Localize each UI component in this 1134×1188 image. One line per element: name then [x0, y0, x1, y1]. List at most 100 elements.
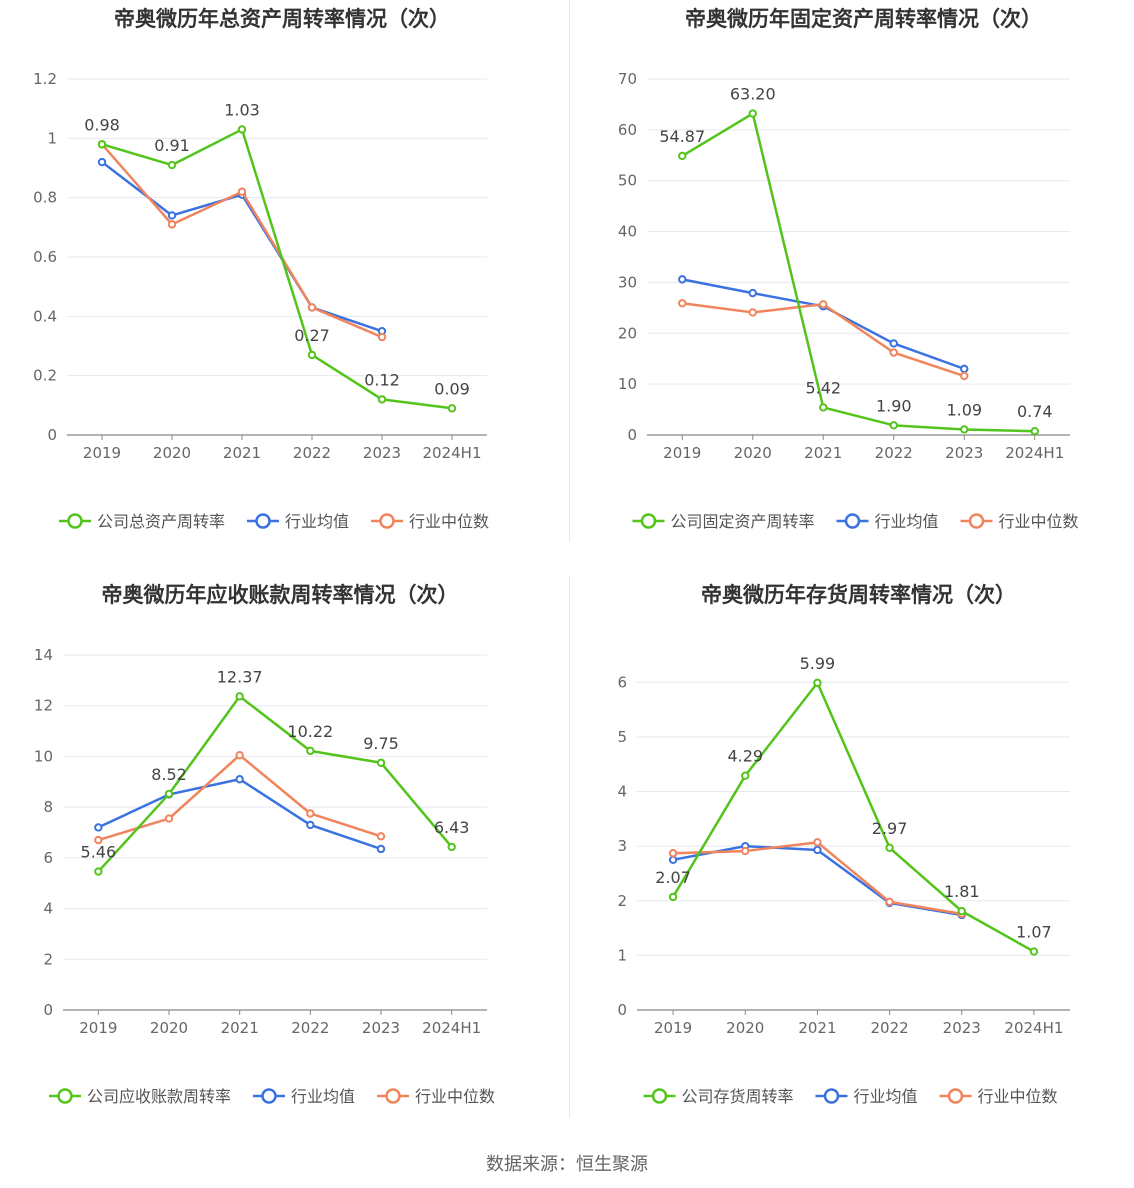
legend-marker-icon [57, 1088, 73, 1104]
x-tick-label: 2020 [150, 1019, 188, 1037]
data-label: 54.87 [659, 127, 705, 146]
x-tick-label: 2024H1 [423, 444, 482, 462]
legend-item-company: 公司总资产周转率 [59, 512, 225, 531]
legend-label: 公司存货周转率 [682, 1087, 794, 1106]
x-tick-label: 2023 [363, 444, 401, 462]
data-point-median [668, 849, 678, 858]
data-point-avg [167, 211, 177, 220]
data-label: 1.09 [946, 400, 982, 419]
data-point-company [376, 758, 386, 767]
y-tick-label: 50 [618, 172, 637, 190]
legend-label: 行业均值 [285, 512, 349, 531]
y-tick-label: 0.4 [33, 307, 57, 325]
legend-label: 行业均值 [875, 512, 939, 531]
legend-label: 行业中位数 [415, 1087, 495, 1106]
data-point-company [819, 403, 828, 412]
x-tick-label: 2024H1 [1005, 444, 1064, 462]
legend-item-median: 行业中位数 [371, 512, 489, 531]
data-point-median [164, 814, 174, 823]
series-line-company [97, 695, 453, 873]
x-tick-label: 2023 [943, 1019, 981, 1037]
data-point-median [94, 835, 103, 845]
data-point-avg [668, 855, 678, 865]
legend-item-company: 公司应收账款周转率 [49, 1087, 231, 1106]
data-source-note: 数据来源：恒生聚源 [486, 1154, 648, 1175]
data-point-median [960, 371, 969, 381]
legend-label: 行业均值 [291, 1087, 355, 1106]
y-tick-label: 8 [43, 798, 53, 816]
data-point-company [960, 425, 969, 434]
data-point-avg [678, 275, 687, 284]
y-tick-label: 2 [43, 950, 53, 968]
legend-label: 行业均值 [854, 1087, 918, 1106]
legend-marker-icon [261, 1088, 277, 1104]
data-point-median [889, 348, 898, 357]
y-tick-label: 6 [43, 849, 53, 867]
data-point-median [306, 809, 315, 818]
y-tick-label: 3 [617, 837, 627, 855]
data-label: 0.27 [294, 326, 330, 345]
data-label: 2.07 [655, 868, 691, 887]
legend-item-median: 行业中位数 [377, 1087, 495, 1106]
data-point-median [748, 308, 757, 317]
legend-marker-icon [844, 513, 861, 529]
data-label: 0.12 [364, 370, 400, 389]
x-tick-label: 2022 [870, 1019, 908, 1037]
data-point-median [376, 832, 386, 841]
x-tick-label: 2019 [663, 444, 701, 462]
data-label: 12.37 [217, 667, 263, 686]
series-line-avg [97, 778, 382, 851]
chart-panel-inventory-turnover: 帝奥微历年存货周转率情况（次） 0 1 2 3 4 5 6 2019 2020 2021 2022 20… [567, 576, 1134, 1152]
legend-item-avg: 行业均值 [253, 1087, 355, 1106]
data-point-company [741, 771, 750, 780]
y-tick-label: 14 [34, 646, 53, 664]
data-label: 8.52 [151, 765, 187, 784]
data-point-median [678, 299, 687, 308]
data-label: 0.74 [1017, 402, 1053, 421]
data-label: 2.97 [872, 819, 908, 838]
data-point-median [813, 838, 822, 847]
data-label: 4.29 [727, 747, 763, 766]
chart-svg: 帝奥微历年存货周转率情况（次） 0 1 2 3 4 5 6 2019 2020 2021 2022 20… [617, 583, 1070, 1106]
data-label: 1.81 [944, 882, 980, 901]
y-tick-label: 0 [47, 426, 57, 444]
data-point-company [447, 404, 457, 413]
data-point-median [741, 846, 750, 856]
data-point-company [748, 109, 757, 118]
y-tick-label: 0 [43, 1001, 53, 1019]
y-tick-label: 10 [618, 375, 637, 393]
legend-item-avg: 行业均值 [247, 512, 349, 531]
data-point-avg [306, 820, 315, 830]
series-line-median [101, 143, 383, 339]
data-label: 0.98 [84, 115, 120, 134]
legend-item-avg: 行业均值 [815, 1087, 918, 1106]
y-tick-label: 12 [34, 697, 53, 715]
data-point-company [377, 395, 387, 404]
x-tick-label: 2022 [291, 1019, 329, 1037]
data-label: 9.75 [363, 734, 399, 753]
y-tick-label: 20 [618, 324, 637, 342]
y-tick-label: 0 [627, 426, 637, 444]
y-tick-label: 60 [618, 121, 637, 139]
data-point-company [678, 151, 687, 161]
x-tick-label: 2020 [734, 444, 772, 462]
data-point-avg [235, 775, 244, 784]
y-tick-label: 0.2 [33, 367, 57, 385]
y-tick-label: 1 [617, 946, 627, 964]
chart-panel-total-asset-turnover: 帝奥微历年总资产周转率情况（次） 0 0.2 0.4 0.6 0.8 1 1.2 2019 202… [0, 0, 567, 576]
legend-item-median: 行业中位数 [960, 512, 1079, 531]
y-tick-label: 5 [617, 728, 627, 746]
chart-title: 帝奥微历年总资产周转率情况（次） [114, 7, 450, 31]
legend-item-avg: 行业均值 [836, 512, 939, 531]
x-tick-label: 2019 [654, 1019, 692, 1037]
series-line-avg [101, 161, 383, 333]
y-tick-label: 0 [617, 1001, 627, 1019]
y-tick-label: 40 [618, 223, 637, 241]
data-label: 1.90 [876, 396, 912, 415]
data-point-company [1030, 427, 1039, 436]
x-tick-label: 2019 [79, 1019, 117, 1037]
x-tick-label: 2024H1 [1004, 1019, 1063, 1037]
y-tick-label: 1.2 [33, 70, 57, 88]
data-point-company [885, 843, 894, 852]
y-tick-label: 70 [618, 70, 637, 88]
